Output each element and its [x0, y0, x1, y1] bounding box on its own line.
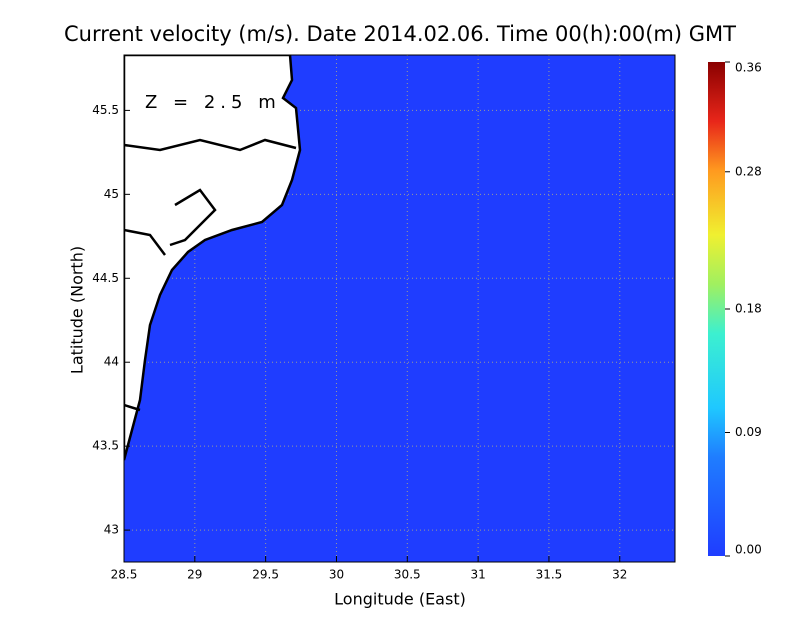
depth-annotation: Z = 2.5 m: [145, 92, 281, 113]
colorbar-tick-label: 0.00: [735, 543, 762, 557]
x-tick-label: 30: [329, 568, 344, 582]
x-tick-label: 31.5: [536, 568, 563, 582]
y-tick-label: 45: [104, 187, 119, 201]
x-tick-label: 29.5: [252, 568, 279, 582]
colorbar-tick-label: 0.28: [735, 164, 762, 178]
x-axis-label: Longitude (East): [334, 590, 466, 609]
y-tick-label: 43.5: [92, 439, 119, 453]
y-tick-label: 44.5: [92, 271, 119, 285]
colorbar-tick-label: 0.09: [735, 425, 762, 439]
land: [124, 55, 302, 461]
x-tick-label: 29: [187, 568, 202, 582]
x-tick-label: 28.5: [111, 568, 138, 582]
x-tick-label: 32: [612, 568, 627, 582]
y-tick-label: 43: [104, 523, 119, 537]
x-tick-label: 31: [470, 568, 485, 582]
plot-frame: [123, 54, 676, 563]
coastline: [124, 55, 302, 461]
colorbar-tick-label: 0.18: [735, 302, 762, 316]
colorbar: [708, 62, 725, 556]
y-axis-label: Latitude (North): [68, 246, 87, 374]
colorbar-tick-label: 0.36: [735, 61, 762, 75]
x-tick-label: 30.5: [394, 568, 421, 582]
land-border: [124, 138, 297, 412]
y-tick-label: 44: [104, 355, 119, 369]
chart-title: Current velocity (m/s). Date 2014.02.06.…: [64, 22, 736, 46]
y-tick-label: 45.5: [92, 103, 119, 117]
